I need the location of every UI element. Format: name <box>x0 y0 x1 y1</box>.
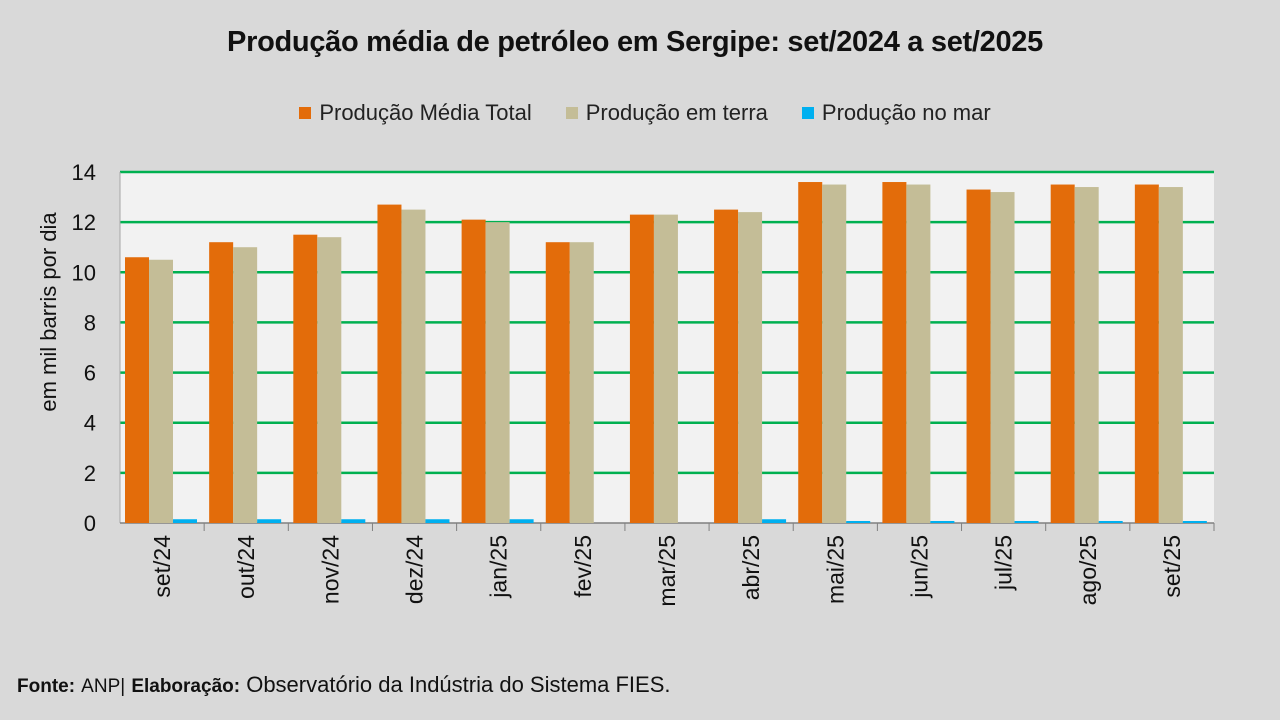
x-tick-label: fev/25 <box>570 535 596 598</box>
y-tick-label: 0 <box>84 511 96 536</box>
bar-produ-o-em-terra-fev-25 <box>569 242 594 523</box>
y-axis-label: em mil barris por dia <box>36 212 61 412</box>
x-tick-label: set/25 <box>1159 535 1185 598</box>
bar-produ-o-no-mar-out-24 <box>257 519 282 523</box>
x-tick-label: mai/25 <box>822 535 848 604</box>
bar-produ-o-m-dia-total-abr-25 <box>714 209 739 523</box>
bar-produ-o-em-terra-ago-25 <box>1074 187 1099 524</box>
x-tick-label: jun/25 <box>906 535 932 599</box>
legend-item-total: Produção Média Total <box>299 100 532 126</box>
x-tick-label: set/24 <box>149 535 175 598</box>
x-tick-label: abr/25 <box>738 535 764 600</box>
x-axis: set/24 out/24 nov/24 dez/24 jan/25 fev/25 mar/… <box>149 523 1215 607</box>
bar-produ-o-no-mar-mai-25 <box>846 520 871 523</box>
y-tick-label: 8 <box>84 310 96 335</box>
bar-produ-o-m-dia-total-jun-25 <box>882 182 907 523</box>
bar-produ-o-no-mar-jan-25 <box>509 519 534 523</box>
bar-produ-o-no-mar-abr-25 <box>762 519 787 523</box>
bar-produ-o-em-terra-mar-25 <box>653 214 678 523</box>
source-value: ANP| <box>81 676 126 697</box>
bar-produ-o-no-mar-set-25 <box>1182 520 1207 523</box>
legend-label-terra: Produção em terra <box>585 100 768 125</box>
legend-item-terra: Produção em terra <box>565 100 768 126</box>
bars <box>125 182 1207 524</box>
y-axis: 0 2 4 6 8 10 12 14 <box>72 160 96 536</box>
legend-swatch-total <box>299 107 312 119</box>
x-tick-label: mar/25 <box>654 535 680 607</box>
bar-produ-o-em-terra-dez-24 <box>401 209 426 523</box>
bar-produ-o-em-terra-jul-25 <box>990 192 1015 524</box>
bar-produ-o-m-dia-total-jan-25 <box>461 219 486 523</box>
bar-produ-o-m-dia-total-jul-25 <box>966 189 991 524</box>
y-tick-label: 14 <box>72 160 96 185</box>
bar-produ-o-em-terra-set-24 <box>149 259 173 523</box>
x-tick-label: dez/24 <box>402 535 428 604</box>
y-tick-label: 10 <box>72 260 96 285</box>
footer: Fonte: ANP| Elaboração: Observatório da … <box>17 672 671 698</box>
x-tick-label: ago/25 <box>1075 535 1101 605</box>
x-tick-label: jul/25 <box>991 535 1017 591</box>
bar-produ-o-m-dia-total-out-24 <box>209 242 234 523</box>
bar-produ-o-no-mar-jul-25 <box>1014 520 1039 523</box>
legend: Produção Média Total Produção em terra P… <box>0 100 1280 126</box>
bar-produ-o-no-mar-jun-25 <box>930 520 955 523</box>
bar-produ-o-em-terra-abr-25 <box>738 212 763 523</box>
credit-value: Observatório da Indústria do Sistema FIE… <box>246 672 671 697</box>
bar-produ-o-em-terra-out-24 <box>233 247 258 523</box>
bar-produ-o-em-terra-nov-24 <box>317 237 342 523</box>
x-tick-label: out/24 <box>233 535 259 599</box>
bar-produ-o-em-terra-jun-25 <box>906 184 931 524</box>
legend-swatch-terra <box>565 107 578 119</box>
y-tick-label: 2 <box>84 461 96 486</box>
y-tick-label: 4 <box>84 411 96 436</box>
bar-produ-o-no-mar-set-24 <box>173 519 197 523</box>
bar-produ-o-m-dia-total-nov-24 <box>293 234 318 523</box>
x-tick-label: jan/25 <box>486 535 512 599</box>
bar-produ-o-m-dia-total-mar-25 <box>629 214 654 523</box>
source-label: Fonte: <box>17 676 76 697</box>
bar-produ-o-em-terra-jan-25 <box>485 222 510 523</box>
bar-produ-o-no-mar-ago-25 <box>1098 520 1123 523</box>
credit-label: Elaboração: <box>131 676 241 697</box>
legend-label-mar: Produção no mar <box>821 100 991 125</box>
bar-produ-o-m-dia-total-mai-25 <box>798 182 823 523</box>
legend-swatch-mar <box>801 107 814 119</box>
bar-produ-o-m-dia-total-set-24 <box>125 257 149 523</box>
bar-produ-o-em-terra-set-25 <box>1158 187 1183 524</box>
bar-produ-o-m-dia-total-dez-24 <box>377 204 402 524</box>
legend-label-total: Produção Média Total <box>319 100 532 125</box>
bar-produ-o-no-mar-dez-24 <box>425 519 450 523</box>
bar-produ-o-m-dia-total-ago-25 <box>1050 184 1075 524</box>
bar-produ-o-m-dia-total-set-25 <box>1134 184 1159 524</box>
legend-item-mar: Produção no mar <box>801 100 991 126</box>
bar-produ-o-m-dia-total-fev-25 <box>545 242 570 523</box>
y-tick-label: 6 <box>84 361 96 386</box>
x-tick-label: nov/24 <box>317 535 343 604</box>
bar-produ-o-em-terra-mai-25 <box>822 184 847 524</box>
y-tick-label: 12 <box>72 210 96 235</box>
bar-produ-o-no-mar-nov-24 <box>341 519 366 523</box>
chart-title: Produção média de petróleo em Sergipe: s… <box>227 26 1043 58</box>
